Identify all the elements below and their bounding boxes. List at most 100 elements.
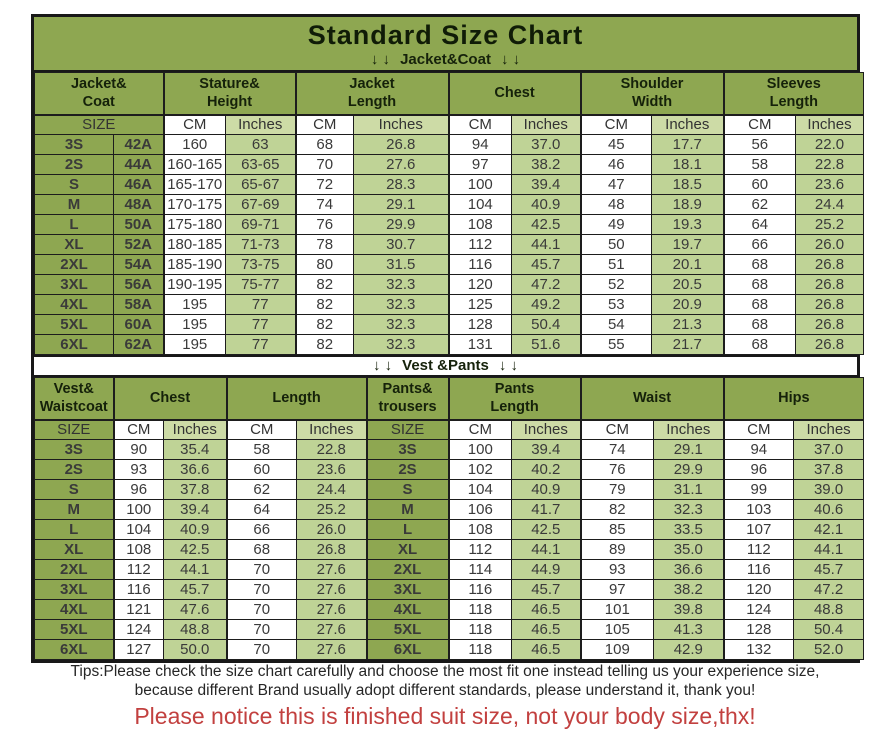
measurement-cell: 76 [579,459,655,480]
size-cell: L [365,519,450,540]
measurement-cell: 63-65 [225,154,296,175]
measurement-cell: 42.5 [162,539,228,560]
measurement-cell: 71-73 [225,234,296,255]
measurement-cell: 23.6 [795,174,865,195]
measurement-cell: 26.8 [795,334,865,355]
page-title: Standard Size Chart [307,20,584,50]
measurement-cell: 28.3 [352,174,450,195]
unit-header-cell: CM [579,114,653,135]
measurement-cell: 104 [112,519,164,540]
measurement-cell: 18.9 [651,194,725,215]
measurement-cell: 47.2 [511,274,582,295]
measurement-cell: 45.7 [511,579,582,600]
measurement-cell: 121 [112,599,164,620]
measurement-cell: 69-71 [225,214,296,235]
measurement-cell: 82 [294,274,354,295]
measurement-cell: 41.7 [511,499,582,520]
measurement-cell: 52.0 [793,639,865,660]
measurement-cell: 124 [112,619,164,640]
table-row: 2XL 54A 185-190 73-75 80 31.5 116 45.7 51 20.1 68 2… [34,254,865,275]
measurement-cell: 96 [722,459,795,480]
table-row: L 50A 175-180 69-71 76 29.9 108 42.5 49 19.3 64 25.… [34,214,865,235]
measurement-cell: 27.6 [296,599,368,620]
measurement-cell: 37.0 [793,439,865,460]
measurement-cell: 96 [112,479,164,500]
table-row: 6XL 127 50.0 70 27.6 6XL 118 46.5 109 42.9 132 52.0 [34,639,865,660]
measurement-cell: 175-180 [162,214,226,235]
column-group-header: Stature& Height [162,72,296,116]
vest-pants-divider: ↓ ↓ Vest &Pants ↓ ↓ [34,355,857,377]
size-chart-frame: Standard Size Chart ↓ ↓ Jacket&Coat ↓ ↓ Ja… [31,14,865,663]
measurement-cell: 116 [447,254,513,275]
size-cell: 56A [113,274,164,295]
unit-header-cell: CM [294,114,354,135]
size-cell: 6XL [34,334,114,355]
measurement-cell: 47.2 [793,579,865,600]
measurement-cell: 37.8 [793,459,865,480]
measurement-cell: 46.5 [511,599,582,620]
size-cell: 3XL [34,579,114,600]
measurement-cell: 185-190 [162,254,226,275]
measurement-cell: 22.8 [296,439,368,460]
size-cell: 46A [113,174,164,195]
size-cell: 58A [113,294,164,315]
measurement-cell: 108 [112,539,164,560]
measurement-cell: 40.9 [511,479,582,500]
measurement-cell: 64 [722,214,797,235]
measurement-cell: 26.8 [795,314,865,335]
measurement-cell: 40.9 [162,519,228,540]
measurement-cell: 101 [579,599,655,620]
unit-header-row: SIZE CM Inches CM Inches SIZE CM Inches CM Inches… [34,419,865,440]
table-row: 3S 42A 160 63 68 26.8 94 37.0 45 17.7 56 22.0 [34,134,865,155]
measurement-cell: 74 [294,194,354,215]
measurement-cell: 180-185 [162,234,226,255]
column-group-header: Sleeves Length [722,72,865,116]
measurement-cell: 104 [447,194,513,215]
table-row: L 104 40.9 66 26.0 L 108 42.5 85 33.5 107 42.1 [34,519,865,540]
size-cell: 5XL [34,619,114,640]
measurement-cell: 109 [579,639,655,660]
column-group-header: Vest& Waistcoat [34,377,114,421]
measurement-cell: 20.5 [651,274,725,295]
measurement-cell: 35.0 [653,539,725,560]
size-cell: 3S [34,134,114,155]
measurement-cell: 27.6 [296,639,368,660]
measurement-cell: 50.4 [793,619,865,640]
column-group-header: Waist [579,377,725,421]
measurement-cell: 50.0 [162,639,228,660]
measurement-cell: 38.2 [653,579,725,600]
column-group-header: Length [225,377,368,421]
down-arrows-icon: ↓ ↓ [370,51,391,68]
measurement-cell: 42.1 [793,519,865,540]
measurement-cell: 65-67 [225,174,296,195]
measurement-cell: 45.7 [162,579,228,600]
measurement-cell: 18.5 [651,174,725,195]
measurement-cell: 32.3 [352,274,450,295]
jacket-coat-divider: ↓ ↓ Jacket&Coat ↓ ↓ [34,51,857,68]
measurement-cell: 48.8 [162,619,228,640]
unit-header-cell: CM [162,114,226,135]
unit-header-cell: Inches [296,419,368,440]
measurement-cell: 40.2 [511,459,582,480]
unit-header-cell: Inches [793,419,865,440]
measurement-cell: 68 [722,314,797,335]
measurement-cell: 56 [722,134,797,155]
measurement-cell: 97 [579,579,655,600]
size-cell: 3S [365,439,450,460]
measurement-cell: 29.1 [352,194,450,215]
down-arrows-icon: ↓ ↓ [500,51,521,68]
measurement-cell: 68 [722,294,797,315]
size-header-cell: SIZE [365,419,450,440]
measurement-cell: 112 [447,234,513,255]
measurement-cell: 116 [112,579,164,600]
measurement-cell: 39.4 [511,174,582,195]
measurement-cell: 97 [447,154,513,175]
table-row: 2S 44A 160-165 63-65 70 27.6 97 38.2 46 18.1 58 22.… [34,154,865,175]
measurement-cell: 68 [225,539,298,560]
measurement-cell: 190-195 [162,274,226,295]
measurement-cell: 48.8 [793,599,865,620]
size-cell: 54A [113,254,164,275]
size-cell: XL [34,539,114,560]
measurement-cell: 41.3 [653,619,725,640]
measurement-cell: 39.4 [511,439,582,460]
